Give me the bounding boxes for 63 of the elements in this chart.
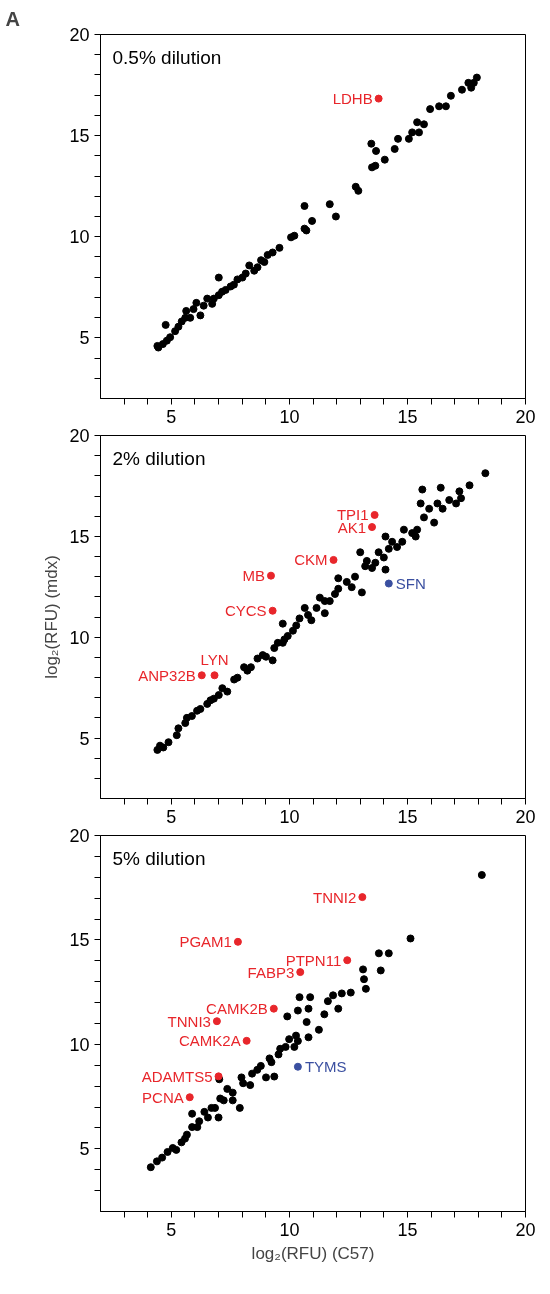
point [212,1017,221,1026]
point [268,606,277,615]
x-tick-label: 10 [279,806,300,827]
x-axis-title: log₂(RFU) (C57) [251,1243,375,1263]
y-tick-label: 5 [79,1139,90,1160]
annotation: ANP32B [138,666,196,684]
y-tick-label: 20 [69,25,90,45]
y-tick-label: 15 [69,930,90,951]
point [210,671,219,680]
annotation: TPI1 [336,506,369,524]
x-tick-label: 15 [397,406,418,427]
point [197,671,206,680]
text: 0.5% dilution [112,46,222,68]
point [343,956,352,965]
point [329,555,338,564]
annotation: CKM [294,551,328,569]
point [185,1093,194,1102]
annotation: SFN [395,575,426,593]
y-tick-label: 5 [79,728,90,749]
point [269,1004,278,1013]
point [358,893,367,902]
point [368,523,377,532]
x-tick-label: 20 [515,1219,536,1240]
x-tick-label: 15 [397,806,418,827]
point [293,1062,302,1071]
x-tick-label: 5 [166,406,177,427]
annotation: PCNA [142,1088,184,1106]
y-tick-label: 15 [69,126,90,147]
y-axis-title: log₂(RFU) (mdx) [42,555,62,679]
annotation: LYN [200,651,229,669]
annotation: TYMS [304,1058,347,1076]
annotation: PGAM1 [179,933,232,951]
annotation: CAMK2B [206,1000,268,1018]
y-tick-label: 10 [69,227,90,248]
x-tick-label: 5 [166,1219,177,1240]
y-tick-label: 10 [69,627,90,648]
point [296,968,305,977]
x-tick-label: 5 [166,806,177,827]
point [384,579,393,588]
x-tick-label: 10 [279,1219,300,1240]
text: 2% dilution [112,447,206,469]
point [370,510,379,519]
x-tick-label: 15 [397,1219,418,1240]
x-tick-label: 20 [515,406,536,427]
text: A [5,7,20,30]
text: 5% dilution [112,847,206,869]
y-tick-label: 5 [79,328,90,349]
y-tick-label: 20 [69,426,90,446]
y-tick-label: 15 [69,526,90,547]
x-tick-label: 20 [515,806,536,827]
annotation: ADAMTS5 [141,1067,213,1085]
annotation: MB [242,567,265,585]
annotation: CAMK2A [178,1032,241,1050]
point [242,1036,251,1045]
point [233,937,242,946]
annotation: LDHB [332,90,373,108]
x-tick-label: 10 [279,406,300,427]
point [266,571,275,580]
y-tick-label: 20 [69,826,90,846]
annotation: CYCS [224,602,267,620]
y-tick-label: 10 [69,1034,90,1055]
annotation: TNNI2 [313,888,357,906]
annotation: PTPN11 [285,951,342,969]
